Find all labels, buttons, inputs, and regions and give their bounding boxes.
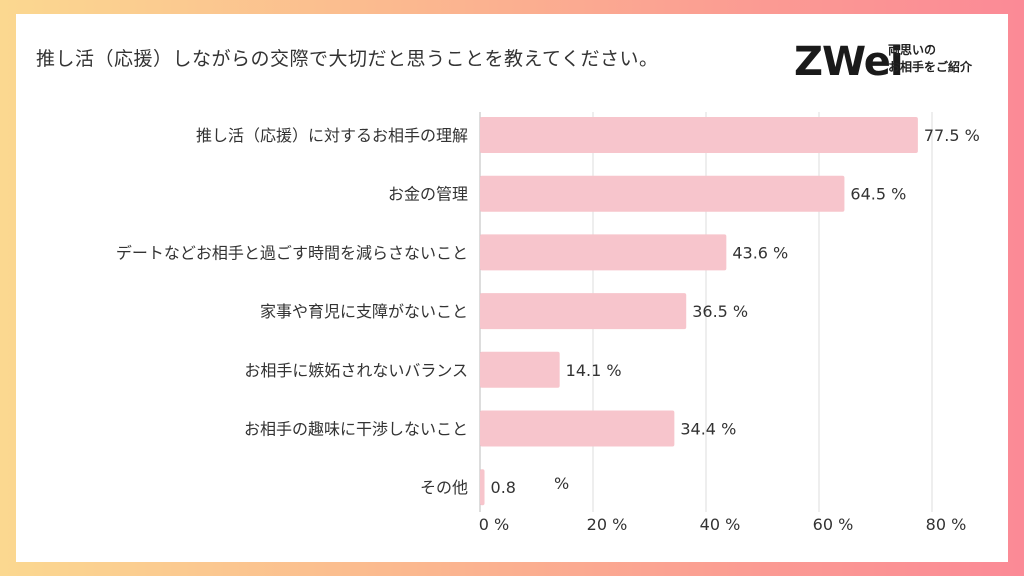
logo-mark: ZWei <box>794 39 904 85</box>
bar <box>480 469 485 506</box>
value-label: 14.1 % <box>566 361 622 380</box>
category-label: お相手の趣味に干渉しないこと <box>244 420 468 439</box>
category-label: 家事や育児に支障がないこと <box>260 302 468 321</box>
bar <box>480 293 687 330</box>
value-label: 64.5 % <box>850 185 906 204</box>
bar <box>480 234 727 271</box>
bar <box>480 117 918 153</box>
x-tick-label: 60 % <box>813 515 854 534</box>
value-label: 0.8 <box>491 478 516 497</box>
bar-chart: 0 % 20 % 40 % 60 % 80 % 推し活（応援）に対するお相手の理解 77.5… <box>116 112 980 534</box>
logo-tagline-line1: 両思いの <box>888 43 937 57</box>
logo-tagline-line2: お相手をご紹介 <box>888 60 973 74</box>
x-tick-label: 40 % <box>700 515 741 534</box>
category-label: その他 <box>420 478 468 497</box>
value-label: 43.6 % <box>732 243 788 262</box>
value-label: 34.4 % <box>680 420 736 439</box>
category-label: お金の管理 <box>388 185 468 204</box>
category-label: 推し活（応援）に対するお相手の理解 <box>196 126 468 145</box>
x-tick-label: 80 % <box>926 515 967 534</box>
unit-label: % <box>554 474 569 493</box>
bar <box>480 175 845 212</box>
x-tick-label: 20 % <box>587 515 628 534</box>
bar <box>480 351 560 388</box>
chart-title: 推し活（応援）しながらの交際で大切だと思うことを教えてください。 <box>36 48 659 70</box>
value-label: 36.5 % <box>692 302 748 321</box>
category-label: デートなどお相手と過ごす時間を減らさないこと <box>116 243 468 262</box>
x-tick-label: 0 % <box>479 515 509 534</box>
logo-tagline: 両思いの お相手をご紹介 <box>888 42 972 76</box>
bar <box>480 410 675 447</box>
chart-card: 推し活（応援）しながらの交際で大切だと思うことを教えてください。 ZWei 両思… <box>16 14 1008 562</box>
category-label: お相手に嫉妬されないバランス <box>244 361 468 380</box>
value-label: 77.5 % <box>924 126 980 145</box>
